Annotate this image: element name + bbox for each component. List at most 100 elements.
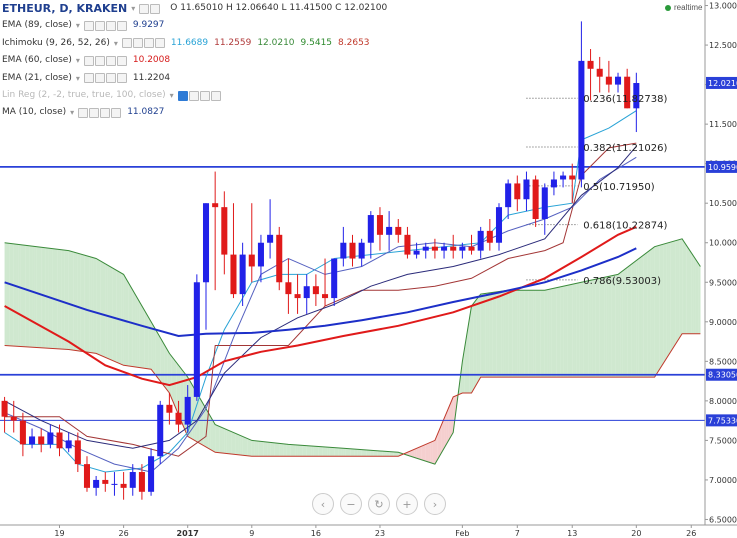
chevron-down-icon[interactable]: ▾ xyxy=(70,108,75,118)
add-icon[interactable] xyxy=(105,73,116,84)
candle xyxy=(239,254,246,295)
settings-icon[interactable] xyxy=(188,90,199,101)
close-icon[interactable] xyxy=(116,21,127,32)
indicator-name[interactable]: EMA (89, close) xyxy=(2,20,72,31)
cloud-segment xyxy=(622,269,625,378)
add-icon[interactable] xyxy=(105,55,116,66)
cloud-segment xyxy=(91,257,94,354)
close-icon[interactable] xyxy=(210,90,221,101)
indicator-row[interactable]: EMA (21, close) ▾ 11.2204 xyxy=(0,70,520,87)
cloud-segment xyxy=(512,290,516,378)
cloud-segment xyxy=(661,244,664,367)
eye-icon[interactable] xyxy=(83,73,94,84)
close-icon[interactable] xyxy=(111,108,122,119)
chevron-down-icon[interactable]: ▾ xyxy=(113,38,118,48)
cloud-segment xyxy=(105,263,108,359)
indicator-name[interactable]: Ichimoku (9, 26, 52, 26) xyxy=(2,37,110,48)
chevron-down-icon[interactable]: ▾ xyxy=(75,73,80,83)
cloud-segment xyxy=(352,448,355,457)
indicator-row[interactable]: Ichimoku (9, 26, 52, 26) ▾ 11.6689 11.2559 1… xyxy=(0,35,520,52)
cloud-segment xyxy=(57,249,60,349)
cloud-segment xyxy=(336,447,339,457)
settings-icon[interactable] xyxy=(94,55,105,66)
settings-icon[interactable] xyxy=(94,73,105,84)
cloud-segment xyxy=(448,402,452,441)
scroll-back-button[interactable]: ‹ xyxy=(312,493,334,515)
candle xyxy=(624,76,631,109)
symbol-title[interactable]: ETHEUR, D, KRAKEN xyxy=(2,2,128,15)
eye-icon[interactable] xyxy=(177,90,188,101)
candle xyxy=(56,432,63,449)
cloud-segment xyxy=(677,239,680,341)
candle xyxy=(19,420,26,445)
cloud-segment xyxy=(581,281,584,378)
indicator-row[interactable]: MA (10, close) ▾ 11.0827 xyxy=(0,104,520,121)
settings-icon[interactable] xyxy=(89,108,100,119)
reset-button[interactable]: ↻ xyxy=(368,493,390,515)
settings-icon[interactable] xyxy=(132,38,143,49)
cloud-segment xyxy=(375,450,378,457)
settings-icon[interactable] xyxy=(150,3,161,14)
candle xyxy=(303,286,310,299)
cloud-segment xyxy=(583,281,587,378)
indicator-name[interactable]: EMA (21, close) xyxy=(2,72,72,83)
add-icon[interactable] xyxy=(199,90,210,101)
eye-icon[interactable] xyxy=(83,55,94,66)
cloud-segment xyxy=(652,246,655,378)
ma10-line xyxy=(4,156,637,473)
cloud-segment xyxy=(437,429,440,461)
cloud-segment xyxy=(217,425,220,453)
add-icon[interactable] xyxy=(143,38,154,49)
cloud-segment xyxy=(668,242,671,356)
cloud-segment xyxy=(389,451,392,457)
chevron-down-icon[interactable]: ▾ xyxy=(169,90,174,100)
zoom-out-button[interactable]: − xyxy=(340,493,362,515)
scroll-forward-button[interactable]: › xyxy=(424,493,446,515)
cloud-segment xyxy=(636,258,639,378)
indicator-row[interactable]: EMA (60, close) ▾ 10.2008 xyxy=(0,52,520,69)
eye-icon[interactable] xyxy=(139,3,150,14)
indicator-name[interactable]: MA (10, close) xyxy=(2,107,67,118)
cloud-segment xyxy=(304,445,307,457)
price-axis-background xyxy=(705,0,737,538)
cloud-segment xyxy=(244,437,248,456)
cloud-segment xyxy=(311,445,314,457)
cloud-segment xyxy=(327,447,330,457)
add-icon[interactable] xyxy=(100,108,111,119)
price-label-text: 8.33050 xyxy=(708,371,737,380)
close-icon[interactable] xyxy=(116,55,127,66)
eye-icon[interactable] xyxy=(78,108,89,119)
cloud-segment xyxy=(540,290,543,378)
zoom-in-button[interactable]: + xyxy=(396,493,418,515)
cloud-segment xyxy=(135,294,138,368)
indicator-row[interactable]: Lin Reg (2, -2, true, true, 100, close) ▾ xyxy=(0,87,520,104)
indicator-row[interactable]: EMA (89, close) ▾ 9.9297 xyxy=(0,17,520,34)
add-icon[interactable] xyxy=(105,21,116,32)
eye-icon[interactable] xyxy=(121,38,132,49)
cloud-segment xyxy=(64,250,67,350)
indicator-name[interactable]: EMA (60, close) xyxy=(2,55,72,66)
cloud-segment xyxy=(292,444,296,457)
cloud-segment xyxy=(194,389,197,442)
eye-icon[interactable] xyxy=(83,21,94,32)
cloud-segment xyxy=(553,287,557,378)
close-icon[interactable] xyxy=(116,73,127,84)
candle xyxy=(38,436,45,445)
candle xyxy=(10,416,17,421)
cloud-segment xyxy=(672,240,676,349)
chevron-down-icon[interactable]: ▾ xyxy=(75,56,80,66)
chevron-down-icon[interactable]: ▾ xyxy=(75,21,80,31)
price-label-badge xyxy=(706,414,737,427)
settings-icon[interactable] xyxy=(94,21,105,32)
candle xyxy=(202,203,210,283)
candle xyxy=(404,234,411,255)
price-tick-label: 12.50000 xyxy=(709,41,737,50)
chevron-down-icon[interactable]: ▾ xyxy=(131,4,136,13)
close-icon[interactable] xyxy=(154,38,165,49)
indicator-name[interactable]: Lin Reg (2, -2, true, true, 100, close) xyxy=(2,89,166,100)
cloud-segment xyxy=(510,290,513,378)
candle xyxy=(230,254,237,295)
cloud-segment xyxy=(524,290,527,378)
indicator-buttons xyxy=(121,38,165,49)
